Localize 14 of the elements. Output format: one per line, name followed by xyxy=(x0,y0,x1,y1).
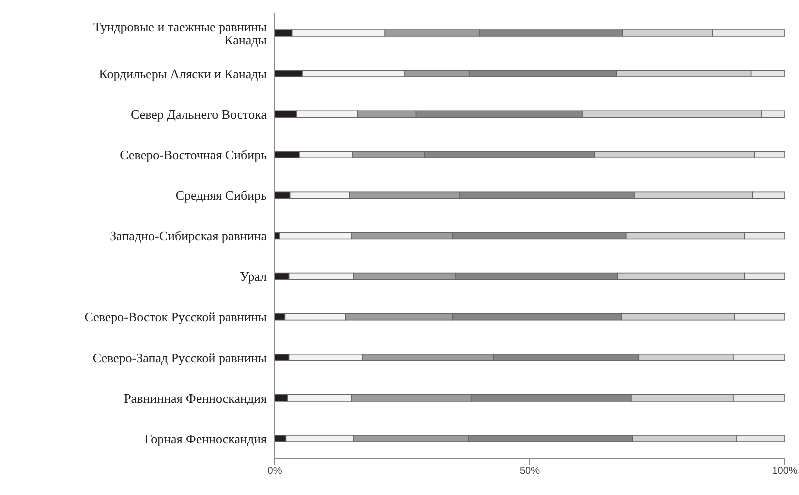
x-tick-label: 50% xyxy=(520,466,540,478)
x-tick-label: 0% xyxy=(268,466,282,478)
y-tick-label: Урал xyxy=(240,269,268,284)
y-tick-label: Равнинная Фенноскандия xyxy=(124,390,268,406)
y-tick-label: Северо-Восток Русской равнины xyxy=(84,310,268,325)
x-tick-label: 100% xyxy=(772,466,798,478)
y-tick-label: Кордильеры Аляски и Канады xyxy=(99,66,268,82)
y-tick-label: Северо-Запад Русской равнины xyxy=(92,350,268,366)
y-tick-label: Горная Фенноскандия xyxy=(144,431,268,446)
y-tick-label: Северо-Восточная Сибирь xyxy=(120,148,268,163)
y-tick-label: Средняя Сибирь xyxy=(176,188,268,204)
y-tick-label: Тундровые и таежные равнины Канады xyxy=(93,19,268,48)
y-tick-label: Западно-Сибирская равнина xyxy=(110,228,268,244)
y-tick-label: Север Дальнего Востока xyxy=(131,106,268,122)
